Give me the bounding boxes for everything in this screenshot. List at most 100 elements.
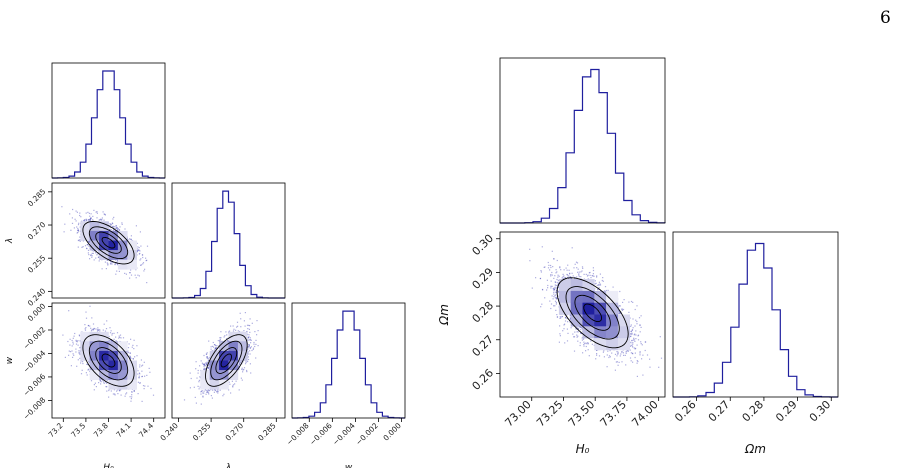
scatter-point <box>109 332 112 334</box>
scatter-point <box>90 327 92 329</box>
scatter-point <box>80 362 82 364</box>
scatter-point <box>79 357 81 359</box>
scatter-point <box>105 328 108 330</box>
scatter-point <box>147 385 149 387</box>
scatter-point <box>97 329 100 331</box>
density-cell <box>80 221 90 232</box>
scatter-point <box>247 348 249 350</box>
scatter-point <box>106 262 108 264</box>
y-tick-label: 0.270 <box>26 220 48 242</box>
scatter-point <box>138 377 140 379</box>
density-cell <box>99 240 109 251</box>
scatter-point <box>108 389 110 392</box>
scatter-point <box>214 347 217 349</box>
density-cell <box>80 341 90 352</box>
scatter-point <box>73 354 75 356</box>
scatter-point <box>95 252 97 254</box>
scatter-point <box>115 273 117 275</box>
density-cell <box>99 360 109 371</box>
scatter-point <box>75 351 77 353</box>
scatter-point <box>133 390 135 392</box>
scatter-point <box>215 348 217 350</box>
scatter-point <box>92 329 94 331</box>
density-cell <box>99 331 109 342</box>
scatter-point <box>75 340 77 342</box>
scatter-point <box>137 274 139 276</box>
scatter-point <box>79 214 81 217</box>
density-cell <box>117 360 128 371</box>
scatter-point <box>110 263 112 265</box>
scatter-point <box>133 390 135 392</box>
scatter-point <box>87 249 90 251</box>
scatter-point <box>96 330 99 332</box>
scatter-point <box>87 325 89 327</box>
scatter-point <box>131 391 133 393</box>
density-cell <box>89 370 100 380</box>
scatter-point <box>109 228 111 230</box>
scatter-point <box>219 339 221 342</box>
fig0-ylabel-1: λ <box>5 238 15 244</box>
scatter-point <box>86 219 88 221</box>
scatter-point <box>144 268 146 270</box>
scatter-point <box>144 375 146 377</box>
density-cell <box>89 331 100 342</box>
y-tick-label: −0.008 <box>21 395 47 421</box>
scatter-point <box>129 356 131 358</box>
scatter-point <box>102 380 104 382</box>
scatter-point <box>136 242 138 244</box>
scatter-point <box>133 390 135 392</box>
scatter-point <box>99 329 101 331</box>
scatter-point <box>137 381 139 383</box>
scatter-point <box>118 270 120 272</box>
y-tick-label: −0.002 <box>21 325 47 351</box>
scatter-point <box>128 343 130 345</box>
x-tick-label: 74.1 <box>114 421 132 439</box>
scatter-point <box>77 344 79 346</box>
scatter-point <box>88 241 90 243</box>
scatter-point <box>138 249 140 251</box>
x-tick-label: 73.2 <box>47 421 65 439</box>
scatter-point <box>90 217 92 219</box>
scatter-point <box>84 328 86 330</box>
scatter-point <box>208 390 211 392</box>
scatter-point <box>89 215 91 217</box>
scatter-point <box>78 239 80 241</box>
scatter-point <box>63 231 65 233</box>
scatter-point <box>138 376 140 379</box>
scatter-point <box>129 396 131 398</box>
scatter-point <box>136 251 138 253</box>
scatter-point <box>88 219 90 221</box>
scatter-point <box>93 389 95 391</box>
scatter-point <box>111 222 113 224</box>
scatter-point <box>120 337 122 339</box>
y-tick-label: 0.255 <box>26 253 48 275</box>
scatter-point <box>98 329 100 331</box>
scatter-point <box>89 219 92 221</box>
scatter-point <box>112 218 114 220</box>
scatter-point <box>86 244 89 246</box>
scatter-point <box>97 256 99 258</box>
scatter-point <box>128 359 130 361</box>
scatter-point <box>142 262 145 264</box>
scatter-point <box>76 211 78 213</box>
scatter-point <box>111 225 113 228</box>
density-cell <box>108 250 119 260</box>
scatter-point <box>95 386 97 388</box>
scatter-point <box>189 387 191 389</box>
scatter-point <box>88 245 90 247</box>
scatter-point <box>207 362 209 364</box>
scatter-point <box>109 226 111 229</box>
scatter-point <box>77 229 79 231</box>
scatter-point <box>110 339 112 341</box>
scatter-point <box>146 245 149 247</box>
scatter-point <box>195 361 197 363</box>
scatter-point <box>119 389 121 392</box>
scatter-point <box>111 340 113 342</box>
page-number: 6 <box>880 8 891 28</box>
scatter-point <box>118 337 120 339</box>
scatter-point <box>132 344 134 346</box>
scatter-point <box>87 211 89 213</box>
scatter-point <box>82 219 85 222</box>
scatter-point <box>72 356 74 358</box>
scatter-point <box>139 259 141 261</box>
